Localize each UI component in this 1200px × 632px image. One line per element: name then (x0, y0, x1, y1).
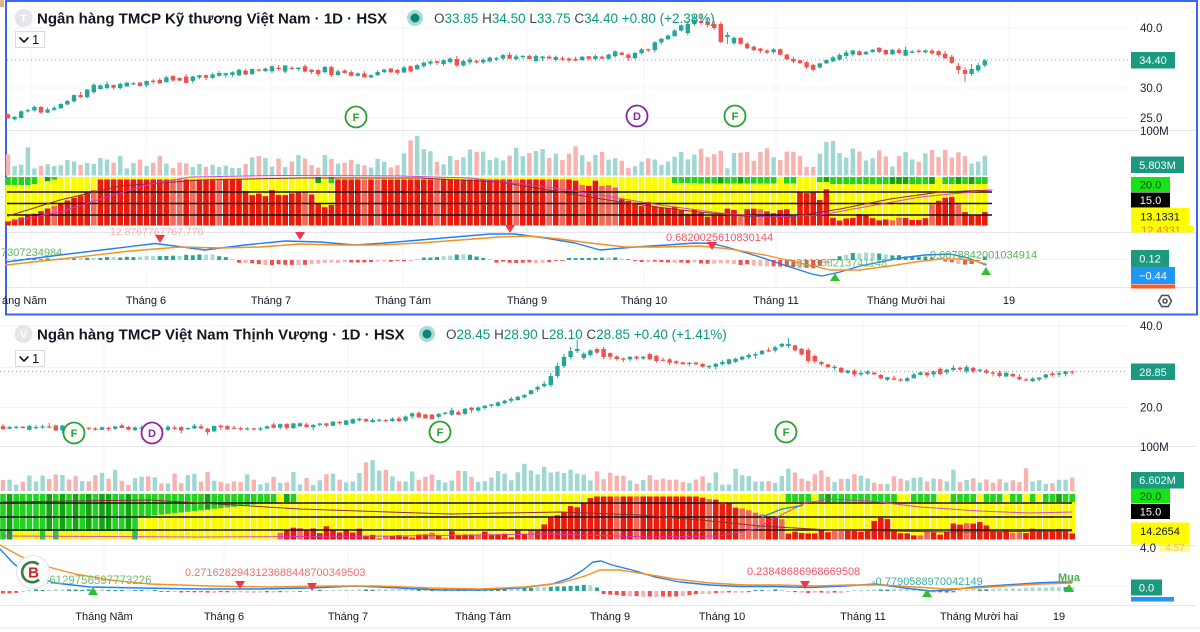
svg-text:Tháng 10: Tháng 10 (699, 611, 745, 623)
svg-text:−0.44: −0.44 (1139, 271, 1167, 283)
svg-text:Ngân hàng TMCP Kỹ thương Việt: Ngân hàng TMCP Kỹ thương Việt Nam · 1D ·… (37, 11, 387, 28)
svg-text:40.0: 40.0 (1140, 23, 1162, 35)
svg-text:V: V (20, 329, 28, 341)
svg-text:30.0: 30.0 (1140, 83, 1162, 95)
svg-text:F: F (353, 112, 360, 124)
svg-text:19: 19 (1003, 295, 1015, 307)
svg-text:4.0: 4.0 (1140, 543, 1156, 555)
svg-text:15.0: 15.0 (1140, 507, 1161, 519)
svg-text:6.602M: 6.602M (1139, 475, 1176, 487)
svg-text:12.8767767767.776: 12.8767767767.776 (110, 226, 204, 238)
svg-text:0.021358213741148: 0.021358213741148 (787, 258, 887, 270)
svg-text:F: F (732, 111, 739, 123)
svg-text:Mua: Mua (1058, 572, 1081, 584)
svg-text:40.0: 40.0 (1140, 321, 1162, 333)
svg-text:Tháng Mười hai: Tháng Mười hai (940, 611, 1018, 623)
svg-text:34.40: 34.40 (1139, 55, 1167, 67)
svg-text:T: T (20, 13, 27, 25)
svg-text:Tháng 11: Tháng 11 (753, 295, 799, 307)
svg-text:1: 1 (32, 32, 39, 47)
svg-text:100M: 100M (1140, 126, 1169, 138)
svg-text:O28.45 H28.90 L28.10 C28.85 +0: O28.45 H28.90 L28.10 C28.85 +0.40 (+1.41… (446, 327, 727, 342)
svg-text:-0.7790588970042149: -0.7790588970042149 (872, 576, 983, 588)
svg-text:20.0: 20.0 (1140, 403, 1162, 415)
svg-text:Tháng 7: Tháng 7 (251, 295, 291, 307)
svg-text:Tháng Năm: Tháng Năm (75, 611, 132, 623)
svg-text:áng Năm: áng Năm (2, 295, 47, 307)
svg-text:F: F (71, 428, 78, 440)
svg-text:15.0: 15.0 (1140, 195, 1161, 207)
svg-text:19: 19 (1053, 611, 1065, 623)
svg-text:Tháng 9: Tháng 9 (590, 611, 630, 623)
svg-text:0.2716282943123688448700349503: 0.2716282943123688448700349503 (185, 567, 365, 579)
svg-text:Tháng 6: Tháng 6 (126, 295, 166, 307)
svg-text:Tháng Mười hai: Tháng Mười hai (867, 295, 945, 307)
svg-text:25.0: 25.0 (1140, 113, 1162, 125)
svg-text:20.0: 20.0 (1140, 180, 1161, 192)
svg-text:Tháng 7: Tháng 7 (328, 611, 368, 623)
svg-text:Tháng 10: Tháng 10 (621, 295, 667, 307)
svg-text:D: D (633, 111, 641, 123)
svg-text:F: F (783, 427, 790, 439)
svg-text:F: F (437, 427, 444, 439)
svg-text:1: 1 (32, 351, 39, 366)
svg-text:Tháng 11: Tháng 11 (840, 611, 886, 623)
svg-text:0.23848686968669508: 0.23848686968669508 (747, 566, 860, 578)
svg-text:100M: 100M (1140, 442, 1169, 454)
svg-text:20.0: 20.0 (1140, 491, 1161, 503)
svg-text:Tháng Tám: Tháng Tám (375, 295, 431, 307)
svg-text:O33.85 H34.50 L33.75 C34.40 +0: O33.85 H34.50 L33.75 C34.40 +0.80 (+2.38… (434, 11, 715, 26)
svg-text:0.0: 0.0 (1139, 583, 1154, 595)
svg-text:14.2654: 14.2654 (1140, 526, 1180, 538)
svg-text:5.803M: 5.803M (1139, 160, 1176, 172)
svg-text:0.6820025610830144: 0.6820025610830144 (666, 232, 773, 244)
svg-text:Tháng Tám: Tháng Tám (455, 611, 511, 623)
svg-text:28.85: 28.85 (1139, 367, 1167, 379)
svg-text:12.4331: 12.4331 (1141, 225, 1181, 237)
svg-text:Tháng 6: Tháng 6 (204, 611, 244, 623)
svg-text:0.12: 0.12 (1139, 254, 1160, 266)
svg-text:0.6078842001034914: 0.6078842001034914 (930, 250, 1037, 262)
svg-text:.6129756597773226: .6129756597773226 (46, 575, 152, 587)
svg-text:Ngân hàng TMCP Việt Nam Thịnh: Ngân hàng TMCP Việt Nam Thịnh Vượng · 1D… (37, 327, 405, 344)
svg-text:13.1331: 13.1331 (1140, 212, 1180, 224)
svg-text:B: B (28, 565, 39, 582)
svg-text:D: D (148, 428, 156, 440)
svg-text:Tháng 9: Tháng 9 (507, 295, 547, 307)
svg-text:7307234984: 7307234984 (1, 247, 62, 259)
svg-text:4.57: 4.57 (1165, 543, 1185, 554)
